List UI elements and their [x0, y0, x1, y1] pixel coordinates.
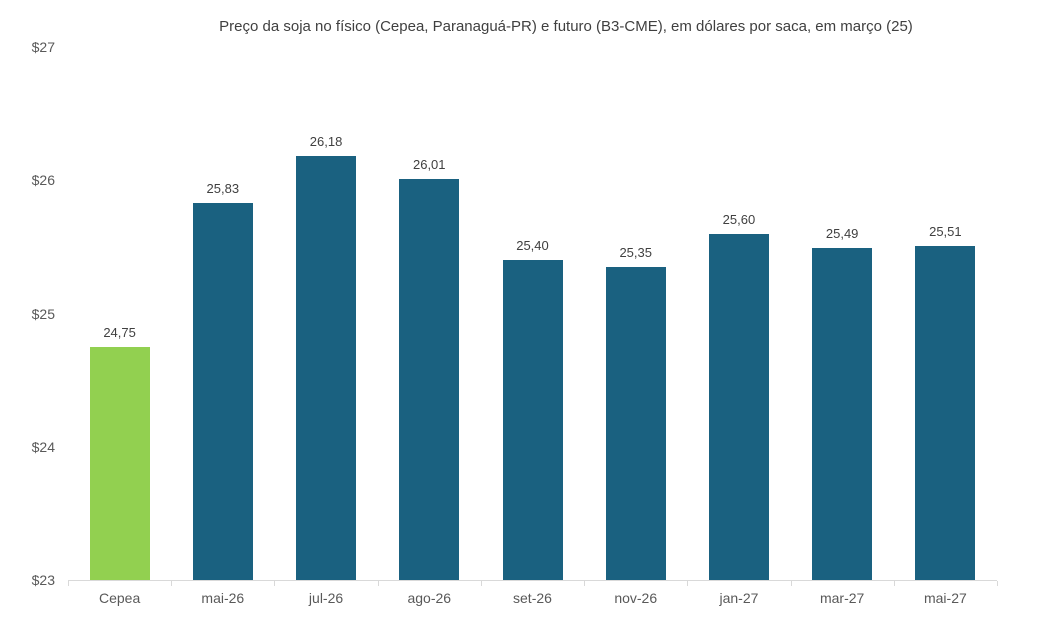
chart-title: Preço da soja no físico (Cepea, Paranagu… [219, 18, 913, 35]
value-label-nov-26: 25,35 [619, 244, 652, 260]
bar-mai-26 [192, 202, 253, 580]
x-tick-label-nov-26: nov-26 [614, 590, 658, 606]
x-axis-tick [687, 581, 689, 586]
bar-cepea [89, 346, 150, 580]
bar-set-26 [502, 260, 563, 580]
x-tick-label-mar-27: mar-27 [819, 590, 865, 606]
x-axis-tick [377, 581, 379, 586]
x-axis-line [68, 580, 997, 581]
bar-nov-26 [605, 266, 666, 580]
x-axis-tick [171, 581, 173, 586]
x-tick-label-mai-27: mai-27 [923, 590, 967, 606]
x-tick-label-ago-26: ago-26 [407, 590, 452, 606]
x-axis-tick [584, 581, 586, 586]
y-tick-label-24: $24 [31, 438, 55, 455]
value-label-set-26: 25,40 [516, 238, 549, 254]
x-axis-tick [997, 581, 998, 586]
y-tick-label-27: $27 [31, 39, 55, 55]
bar-ago-26 [399, 178, 460, 580]
x-axis-tick [893, 581, 895, 586]
bar-mar-27 [812, 248, 873, 580]
x-axis-tick [274, 581, 276, 586]
x-tick-label-jan-27: jan-27 [719, 590, 759, 606]
x-tick-label-jul-26: jul-26 [308, 590, 344, 606]
x-tick-label-mai-26: mai-26 [201, 590, 245, 606]
x-tick-label-set-26: set-26 [513, 590, 552, 606]
value-label-mai-26: 25,83 [206, 180, 240, 196]
value-label-jul-26: 26,18 [309, 134, 343, 150]
value-label-mai-27: 25,51 [929, 223, 962, 239]
x-tick-label-cepea: Cepea [98, 590, 141, 606]
bar-jul-26 [296, 156, 357, 580]
y-tick-label-25: $25 [31, 305, 55, 322]
value-label-mar-27: 25,49 [825, 226, 859, 242]
bar-mai-27 [915, 245, 976, 580]
bar-jan-27 [708, 233, 769, 580]
value-label-ago-26: 26,01 [412, 156, 446, 172]
x-axis-tick [790, 581, 792, 586]
value-label-cepea: 24,75 [103, 324, 136, 340]
value-label-jan-27: 25,60 [722, 211, 756, 227]
x-axis-tick [480, 581, 482, 586]
y-tick-label-23: $23 [31, 572, 55, 588]
x-axis-tick [68, 581, 69, 586]
y-tick-label-26: $26 [31, 172, 55, 189]
